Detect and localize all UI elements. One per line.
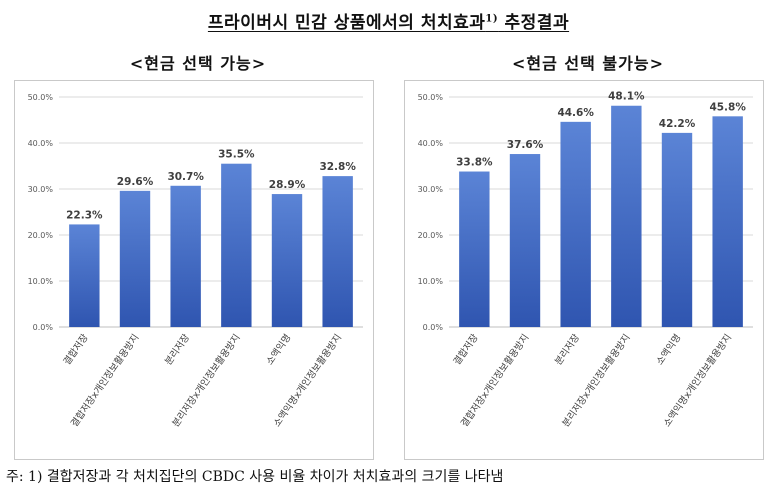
chart-1-panel: 0.0% 10.0% 20.0% 30.0% 40.0% 50.0% 22.3% 결합저장 29… bbox=[14, 80, 374, 460]
y-tick-label: 30.0% bbox=[418, 185, 444, 194]
y-tick-label: 50.0% bbox=[28, 93, 54, 102]
bar bbox=[661, 132, 693, 327]
bar bbox=[221, 163, 252, 327]
footnote: 주: 1) 결합저장과 각 처치집단의 CBDC 사용 비율 차이가 처치효과의… bbox=[6, 469, 504, 485]
y-tick-label: 10.0% bbox=[418, 277, 444, 286]
chart-1-title: <현금 선택 가능> bbox=[129, 54, 267, 73]
y-tick-label: 0.0% bbox=[423, 323, 444, 332]
bar bbox=[611, 105, 642, 328]
category-label: 분리저장 bbox=[553, 332, 582, 367]
chart-2-title: <현금 선택 불가능> bbox=[512, 54, 664, 73]
data-label: 30.7% bbox=[167, 171, 204, 183]
category-label: 소액익명 bbox=[264, 332, 294, 368]
y-tick-label: 30.0% bbox=[28, 185, 54, 194]
y-tick-label: 50.0% bbox=[418, 93, 444, 102]
data-label: 42.2% bbox=[659, 118, 696, 130]
page-title: 프라이버시 민감 상품에서의 처치효과1) 추정결과 bbox=[0, 8, 777, 33]
data-label: 29.6% bbox=[117, 176, 154, 188]
chart-1-plot: 0.0% 10.0% 20.0% 30.0% 40.0% 50.0% 22.3% 결합저장 29… bbox=[28, 93, 363, 429]
data-label: 32.8% bbox=[319, 161, 356, 173]
data-label: 22.3% bbox=[66, 209, 103, 221]
data-label: 44.6% bbox=[557, 107, 594, 119]
data-label: 35.5% bbox=[218, 149, 255, 161]
bar bbox=[69, 224, 100, 327]
bar bbox=[119, 190, 151, 327]
y-tick-label: 10.0% bbox=[28, 277, 54, 286]
y-tick-label: 20.0% bbox=[28, 231, 54, 240]
bar bbox=[271, 194, 303, 327]
chart-2-plot: 0.0% 10.0% 20.0% 30.0% 40.0% 50.0% 33.8% 결합저장 37… bbox=[418, 91, 753, 429]
category-label: 결합저장 bbox=[62, 332, 91, 367]
category-label: 분리저장 bbox=[163, 332, 192, 367]
y-tick-label: 40.0% bbox=[28, 139, 54, 148]
y-tick-label: 20.0% bbox=[418, 231, 444, 240]
bar bbox=[560, 121, 591, 327]
data-label: 45.8% bbox=[709, 101, 746, 113]
bar bbox=[459, 171, 490, 327]
title-suffix: 추정결과 bbox=[504, 13, 570, 33]
bar bbox=[712, 116, 743, 327]
data-label: 28.9% bbox=[269, 179, 306, 191]
y-tick-label: 40.0% bbox=[418, 139, 444, 148]
y-tick-label: 0.0% bbox=[33, 323, 54, 332]
category-label: 소액익명 bbox=[654, 332, 684, 368]
bar bbox=[170, 185, 201, 327]
category-label: 결합저장 bbox=[452, 332, 481, 367]
title-footnote-mark: 1) bbox=[485, 13, 499, 25]
bar bbox=[509, 154, 541, 327]
data-label: 33.8% bbox=[456, 157, 493, 169]
bar bbox=[322, 176, 353, 327]
data-label: 37.6% bbox=[507, 139, 544, 151]
title-text: 프라이버시 민감 상품에서의 처치효과 bbox=[207, 13, 486, 33]
chart-2-panel: 0.0% 10.0% 20.0% 30.0% 40.0% 50.0% 33.8% 결합저장 37… bbox=[404, 80, 764, 460]
data-label: 48.1% bbox=[608, 91, 645, 103]
